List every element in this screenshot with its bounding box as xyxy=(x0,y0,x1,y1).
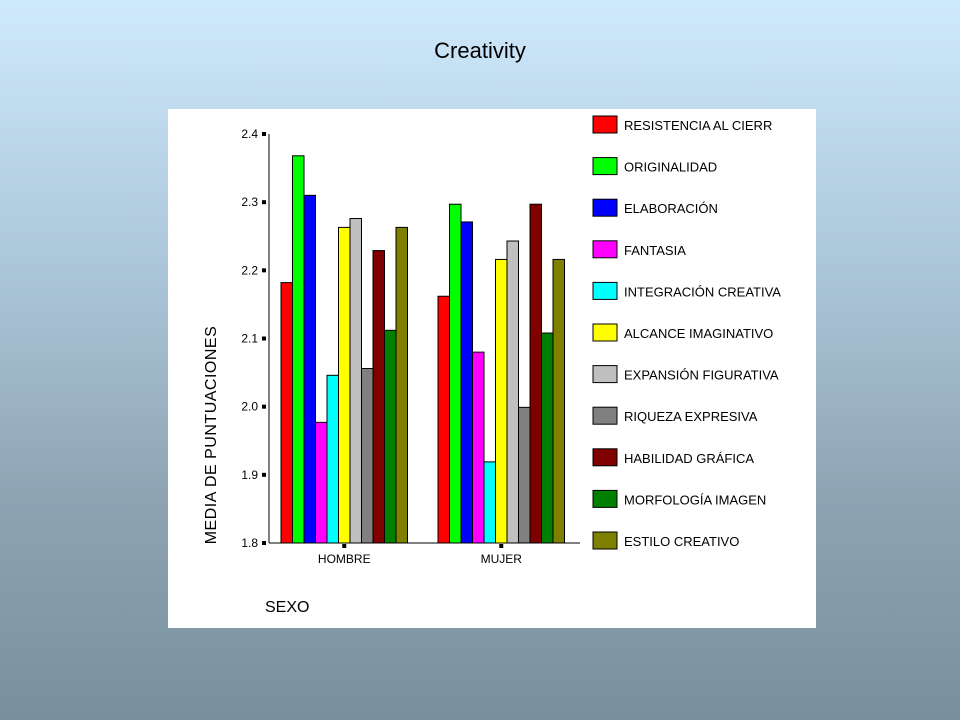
legend-label: RESISTENCIA AL CIERR xyxy=(624,118,772,133)
y-tick-label: 2.4 xyxy=(241,127,258,141)
bar xyxy=(280,282,293,544)
bar xyxy=(361,367,374,544)
legend-layer: RESISTENCIA AL CIERR ORIGINALIDAD ELABORAC… xyxy=(592,115,781,550)
bar-chart: 1.8 1.9 2.0 2.1 2.2 2.3 2.4 HOMBRE MUJER RESISTE… xyxy=(203,115,781,616)
y-tick-label: 2.1 xyxy=(241,332,258,346)
axes-layer: 1.8 1.9 2.0 2.1 2.2 2.3 2.4 HOMBRE MUJER xyxy=(241,127,580,566)
bar xyxy=(541,332,554,544)
x-tick-mark xyxy=(499,544,504,548)
legend-swatch xyxy=(592,531,618,550)
legend-label: MORFOLOGÍA IMAGEN xyxy=(624,492,766,507)
bar xyxy=(483,461,496,544)
legend-swatch xyxy=(592,448,618,467)
legend-label: ESTILO CREATIVO xyxy=(624,534,739,549)
y-tick-mark xyxy=(262,336,266,341)
bar xyxy=(292,155,305,544)
y-tick-mark xyxy=(262,132,266,136)
y-tick-label: 2.0 xyxy=(241,400,258,414)
bar xyxy=(315,421,328,544)
bar xyxy=(506,240,519,544)
legend-label: ELABORACIÓN xyxy=(624,201,718,216)
legend-label: ORIGINALIDAD xyxy=(624,160,717,175)
bar xyxy=(338,226,351,544)
legend-swatch xyxy=(592,157,618,176)
legend-label: ALCANCE IMAGINATIVO xyxy=(624,326,773,341)
legend-swatch xyxy=(592,489,618,508)
x-tick-label: MUJER xyxy=(481,552,523,566)
bar xyxy=(449,203,462,544)
legend-swatch xyxy=(592,323,618,342)
bar xyxy=(495,258,508,544)
y-tick-mark xyxy=(262,541,266,545)
y-tick-label: 2.3 xyxy=(241,195,258,209)
legend-label: RIQUEZA EXPRESIVA xyxy=(624,409,758,424)
x-tick-mark xyxy=(342,544,347,548)
bar xyxy=(372,250,385,544)
bar xyxy=(460,221,473,544)
bar xyxy=(472,351,485,544)
slide-title: Creativity xyxy=(434,38,526,63)
bar xyxy=(384,329,397,544)
y-tick-label: 1.9 xyxy=(241,468,258,482)
y-axis-label: MEDIA DE PUNTUACIONES xyxy=(203,326,220,545)
y-tick-mark xyxy=(262,200,266,205)
legend-swatch xyxy=(592,198,618,217)
y-tick-mark xyxy=(262,472,266,477)
bar xyxy=(395,226,408,544)
legend-swatch xyxy=(592,365,618,384)
legend-label: EXPANSIÓN FIGURATIVA xyxy=(624,368,779,383)
legend-label: HABILIDAD GRÁFICA xyxy=(624,451,754,466)
y-tick-mark xyxy=(262,404,266,409)
bar xyxy=(529,203,542,544)
x-tick-label: HOMBRE xyxy=(318,552,371,566)
legend-swatch xyxy=(592,240,618,259)
legend-label: INTEGRACIÓN CREATIVA xyxy=(624,284,781,299)
bar xyxy=(303,194,316,544)
x-axis-label: SEXO xyxy=(265,599,309,616)
bar xyxy=(326,374,339,544)
bar xyxy=(437,295,450,544)
bar xyxy=(518,406,531,544)
y-tick-label: 1.8 xyxy=(241,536,258,550)
legend-swatch xyxy=(592,281,618,300)
chart-panel: 1.8 1.9 2.0 2.1 2.2 2.3 2.4 HOMBRE MUJER RESISTE… xyxy=(168,109,816,628)
y-tick-label: 2.2 xyxy=(241,263,258,277)
y-tick-mark xyxy=(262,268,266,273)
legend-swatch xyxy=(592,115,618,134)
bar xyxy=(552,258,565,544)
bar xyxy=(349,218,362,544)
legend-label: FANTASIA xyxy=(624,243,686,258)
bars-layer xyxy=(280,155,565,544)
legend-swatch xyxy=(592,406,618,425)
